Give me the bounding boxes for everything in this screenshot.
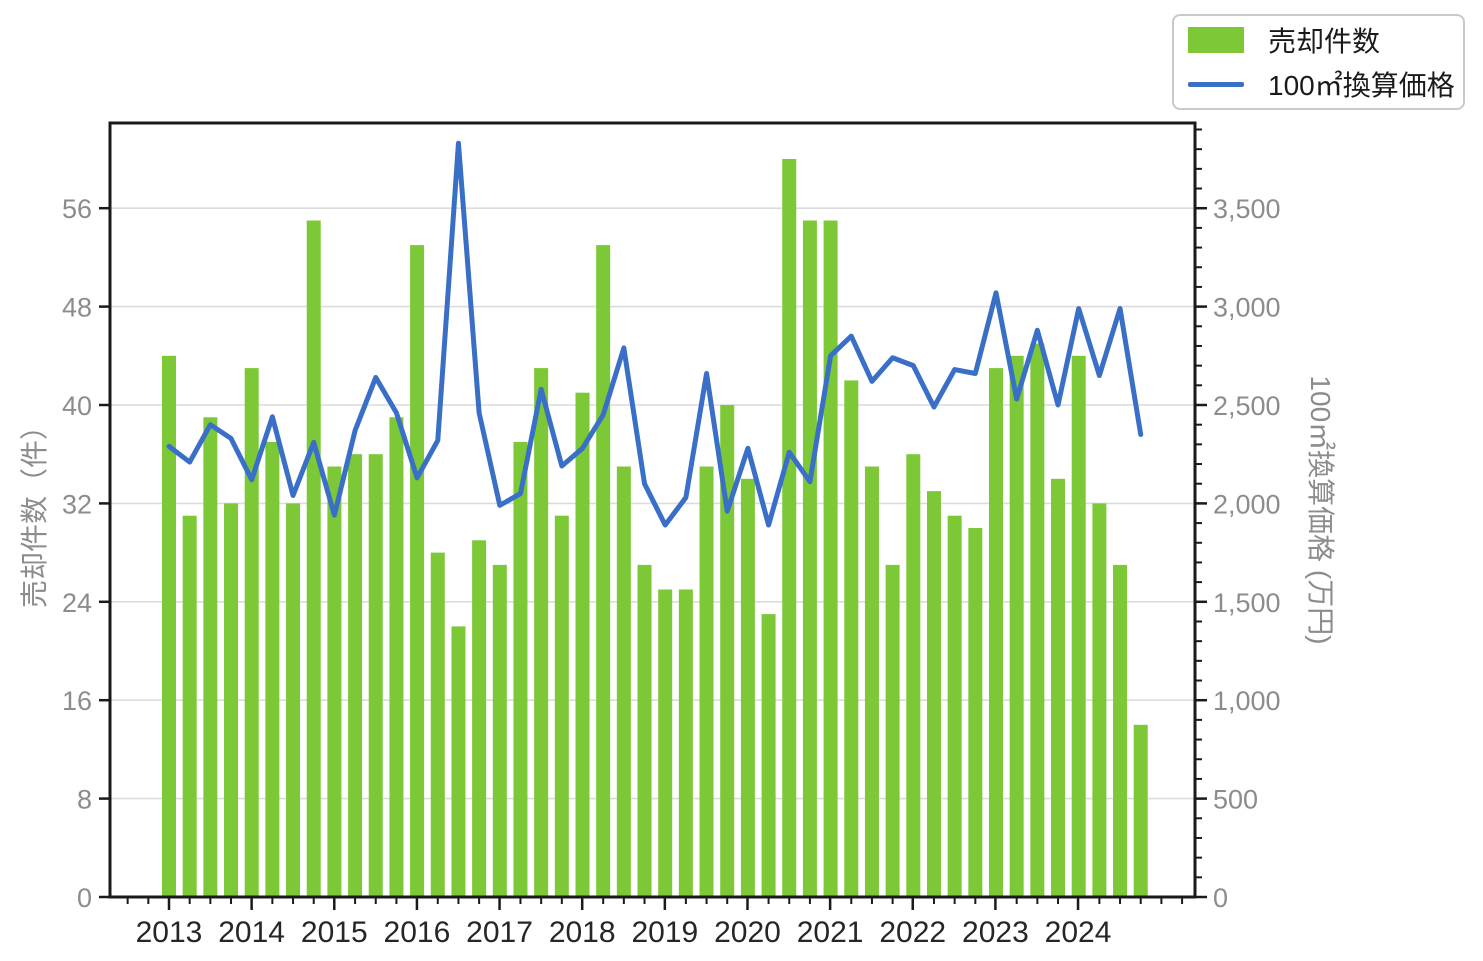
bar (678, 589, 693, 897)
bar (885, 564, 900, 897)
bar (782, 159, 797, 897)
bar (906, 454, 921, 897)
bar (844, 380, 859, 897)
bar (492, 564, 507, 897)
bar (720, 405, 735, 897)
bar (348, 454, 363, 897)
bars-series (162, 159, 1148, 898)
bar (182, 515, 197, 897)
x-tick-label: 2024 (1045, 916, 1112, 949)
bar (864, 466, 879, 897)
bar (1009, 355, 1024, 897)
x-tick-label: 2017 (466, 916, 533, 949)
bar (224, 503, 239, 897)
x-tick-label: 2014 (218, 916, 285, 949)
bar (823, 220, 838, 897)
plot-border (108, 121, 1197, 899)
bar (451, 626, 466, 897)
x-tick-label: 2021 (797, 916, 864, 949)
bar (1030, 343, 1045, 897)
bar (637, 564, 652, 897)
bar (1113, 564, 1128, 897)
left-tick-label: 0 (77, 883, 92, 913)
legend-item-price: 100㎡換算価格 (1188, 64, 1463, 104)
legend: 売却件数 100㎡換算価格 (1172, 14, 1465, 110)
legend-item-sales-count: 売却件数 (1188, 20, 1463, 60)
bar (244, 368, 259, 898)
bar (989, 368, 1003, 898)
bar (1071, 355, 1086, 897)
bar (699, 466, 714, 897)
bar (513, 441, 528, 897)
left-axis-title: 売却件数（件） (19, 411, 50, 609)
right-axis-title: 100㎡換算価格 (万円) (1305, 375, 1336, 645)
right-tick-label: 0 (1213, 883, 1228, 913)
right-tick-label: 2,000 (1213, 489, 1281, 519)
legend-label-sales-count: 売却件数 (1268, 26, 1381, 57)
x-tick-label: 2016 (384, 916, 451, 949)
bar (368, 454, 383, 897)
bar (616, 466, 631, 897)
left-tick-label: 56 (62, 194, 92, 224)
bar (658, 589, 673, 897)
bar (1092, 503, 1107, 897)
x-tick-label: 2018 (549, 916, 616, 949)
left-tick-label: 16 (62, 686, 92, 716)
bar (926, 491, 941, 897)
left-tick-label: 24 (62, 588, 92, 618)
bar (286, 503, 301, 897)
bar (327, 466, 342, 897)
right-tick-label: 500 (1213, 785, 1258, 815)
bar (947, 515, 962, 897)
bar (410, 245, 425, 898)
x-tick-label: 2023 (962, 916, 1029, 949)
price-line (166, 140, 1144, 528)
bar (389, 417, 404, 897)
right-tick-label: 2,500 (1213, 391, 1281, 421)
x-tick-label: 2019 (631, 916, 698, 949)
legend-label-price: 100㎡換算価格 (1268, 70, 1455, 101)
bar (1133, 724, 1148, 897)
left-tick-label: 32 (62, 489, 92, 519)
x-tick-label: 2013 (136, 916, 203, 949)
bar (596, 245, 611, 898)
bar-swatch-icon (1188, 27, 1244, 53)
right-tick-label: 3,500 (1213, 194, 1281, 224)
bar (306, 220, 321, 897)
x-tick-label: 2022 (879, 916, 946, 949)
bar (472, 540, 487, 897)
bar (203, 417, 218, 897)
bar (265, 441, 280, 897)
bar (802, 220, 817, 897)
left-tick-label: 8 (77, 785, 92, 815)
left-tick-label: 48 (62, 293, 92, 323)
bar (575, 392, 590, 897)
right-tick-label: 3,000 (1213, 293, 1281, 323)
right-tick-label: 1,000 (1213, 686, 1281, 716)
right-tick-label: 1,500 (1213, 588, 1281, 618)
bar (740, 478, 755, 897)
bar (1051, 478, 1066, 897)
bar (968, 528, 983, 897)
bar (162, 355, 176, 897)
line-swatch-icon (1188, 81, 1244, 87)
bar (430, 552, 445, 897)
x-tick-label: 2020 (714, 916, 781, 949)
bar (534, 368, 549, 898)
left-tick-label: 40 (62, 391, 92, 421)
x-tick-label: 2015 (301, 916, 368, 949)
bar (761, 614, 776, 897)
bar (554, 515, 569, 897)
